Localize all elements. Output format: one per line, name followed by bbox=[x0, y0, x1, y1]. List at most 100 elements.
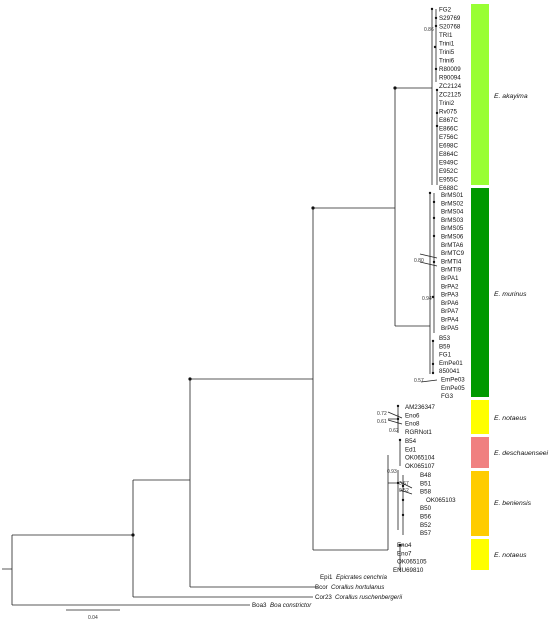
tip-label: BrMTC9 bbox=[441, 250, 465, 257]
clade-label-deschauenseei: E. deschauenseei bbox=[494, 450, 549, 457]
tip-label: BrMS02 bbox=[441, 200, 464, 207]
tip-label: FG3 bbox=[441, 393, 454, 400]
tips-akayima: FG2 S29769 S20768 TRI1 Trini1 Trini5 Tri… bbox=[439, 7, 462, 193]
tip-label: Trini5 bbox=[439, 49, 455, 56]
support-value: 0.67 bbox=[399, 481, 409, 487]
tip-label: Rv075 bbox=[439, 109, 457, 116]
tip-label: B59 bbox=[439, 343, 451, 350]
tip-label: B58 bbox=[420, 489, 432, 496]
tip-label: FG1 bbox=[439, 352, 452, 359]
tip-label: OK065105 bbox=[397, 559, 427, 566]
tip-label: E949C bbox=[439, 160, 458, 167]
tip-label: S29769 bbox=[439, 15, 461, 22]
support-value: 0.52 bbox=[399, 488, 409, 494]
tip-label: BrMS05 bbox=[441, 225, 464, 232]
murinus-subtree bbox=[419, 193, 438, 383]
support-value: 0.93 bbox=[387, 469, 397, 475]
tip-label: BrMS06 bbox=[441, 234, 464, 241]
tip-label: BrMTI4 bbox=[441, 258, 462, 265]
tip-label: OK065107 bbox=[405, 463, 435, 470]
akayima-subtree bbox=[431, 9, 438, 185]
clade-bar-beniensis bbox=[471, 471, 489, 536]
tip-label: B57 bbox=[420, 530, 432, 537]
outgroup-code: Cor23 bbox=[315, 594, 332, 601]
tips-murinus: BrMS01 BrMS02 BrMS04 BrMS03 BrMS05 BrMS0… bbox=[439, 192, 465, 400]
tip-label: OK065103 bbox=[426, 497, 456, 504]
tip-label: TRI1 bbox=[439, 32, 453, 39]
outgroup-species: Boa constrictor bbox=[270, 602, 312, 609]
tip-label: BrMTI9 bbox=[441, 267, 462, 274]
tip-label: Eno4 bbox=[397, 542, 412, 549]
tip-label: Eno7 bbox=[397, 550, 412, 557]
support-value: 0.86 bbox=[424, 27, 434, 33]
tip-label: B53 bbox=[439, 335, 451, 342]
tips-notaeus-bottom: Eno4 Eno7 OK065105 ENU69810 bbox=[393, 542, 427, 574]
outgroup-code: Epi1 bbox=[320, 574, 333, 581]
tip-label: ENU69810 bbox=[393, 567, 424, 574]
tip-label: OK065104 bbox=[405, 455, 435, 462]
tip-label: ZC2125 bbox=[439, 92, 462, 99]
outgroup-species: Epicrates cenchria bbox=[336, 574, 387, 581]
tip-label: BrPA5 bbox=[441, 325, 459, 332]
clade-bar-murinus bbox=[471, 188, 489, 397]
tip-label: ZC2124 bbox=[439, 83, 462, 90]
tip-label: R90094 bbox=[439, 75, 461, 82]
support-value: 0.61 bbox=[377, 419, 387, 425]
node-markers bbox=[131, 7, 439, 547]
tip-label: BrPA7 bbox=[441, 308, 459, 315]
tip-label: BrPA4 bbox=[441, 317, 459, 324]
tip-label: E952C bbox=[439, 168, 458, 175]
tip-label: E756C bbox=[439, 134, 458, 141]
clade-bar-notaeus-top bbox=[471, 400, 489, 434]
tip-label: BrPA3 bbox=[441, 292, 459, 299]
tip-label: EmPe01 bbox=[439, 360, 463, 367]
clade-label-beniensis: E. beniensis bbox=[494, 500, 532, 507]
tip-label: BrMS03 bbox=[441, 217, 464, 224]
tip-label: AM236347 bbox=[405, 404, 435, 411]
scale-bar-label: 0.04 bbox=[88, 615, 98, 621]
tip-label: Trini2 bbox=[439, 100, 455, 107]
clade-bar-akayima bbox=[471, 4, 489, 185]
tip-label: Trini6 bbox=[439, 58, 455, 65]
outgroup-species: Corallus hortulanus bbox=[331, 584, 384, 591]
tip-label: E698C bbox=[439, 143, 458, 150]
tip-label: E866C bbox=[439, 126, 458, 133]
clade-label-notaeus-bottom: E. notaeus bbox=[494, 552, 527, 559]
tip-label: B52 bbox=[420, 522, 432, 529]
clade-label-murinus: E. murinus bbox=[494, 291, 527, 298]
tip-label: Trini1 bbox=[439, 41, 455, 48]
tip-label: B48 bbox=[420, 472, 432, 479]
tip-label: Ed1 bbox=[405, 446, 417, 453]
tip-label: E864C bbox=[439, 151, 458, 158]
outgroup-code: Bcor bbox=[315, 584, 328, 591]
outgroup-code: Boa3 bbox=[252, 602, 267, 609]
outgroup-tips: Epi1 Epicrates cenchria Bcor Corallus ho… bbox=[252, 574, 403, 609]
support-value: 0.62 bbox=[389, 428, 399, 434]
tip-label: 850041 bbox=[439, 368, 460, 375]
support-value: 0.80 bbox=[414, 258, 424, 264]
tip-label: BrMS04 bbox=[441, 209, 464, 216]
tip-label: E688C bbox=[439, 185, 458, 192]
tip-label: BrPA6 bbox=[441, 300, 459, 307]
tips-notaeus-top: AM236347 Eno6 Eno8 RGRNot1 bbox=[405, 404, 435, 436]
clade-bar-deschauenseei bbox=[471, 437, 489, 468]
clade-label-akayima: E. akayima bbox=[494, 93, 528, 100]
tip-label: B54 bbox=[405, 438, 417, 445]
tip-label: S20768 bbox=[439, 24, 461, 31]
tip-label: FG2 bbox=[439, 7, 452, 14]
tip-label: B50 bbox=[420, 505, 432, 512]
support-value: 0.57 bbox=[414, 378, 424, 384]
tip-label: E955C bbox=[439, 177, 458, 184]
tip-label: B51 bbox=[420, 480, 432, 487]
tips-beniensis: B48 B51 B58 OK065103 B50 B56 B52 B57 bbox=[420, 472, 456, 537]
clade-bar-notaeus-bottom bbox=[471, 539, 489, 570]
tip-label: BrMTA6 bbox=[441, 242, 464, 249]
tip-label: E867C bbox=[439, 117, 458, 124]
tip-label: B56 bbox=[420, 514, 432, 521]
outgroup-species: Corallus ruschenbergerii bbox=[335, 594, 403, 601]
tip-label: Eno8 bbox=[405, 421, 420, 428]
tip-label: Eno6 bbox=[405, 412, 420, 419]
tip-label: RGRNot1 bbox=[405, 429, 432, 436]
clade-label-notaeus-top: E. notaeus bbox=[494, 415, 527, 422]
